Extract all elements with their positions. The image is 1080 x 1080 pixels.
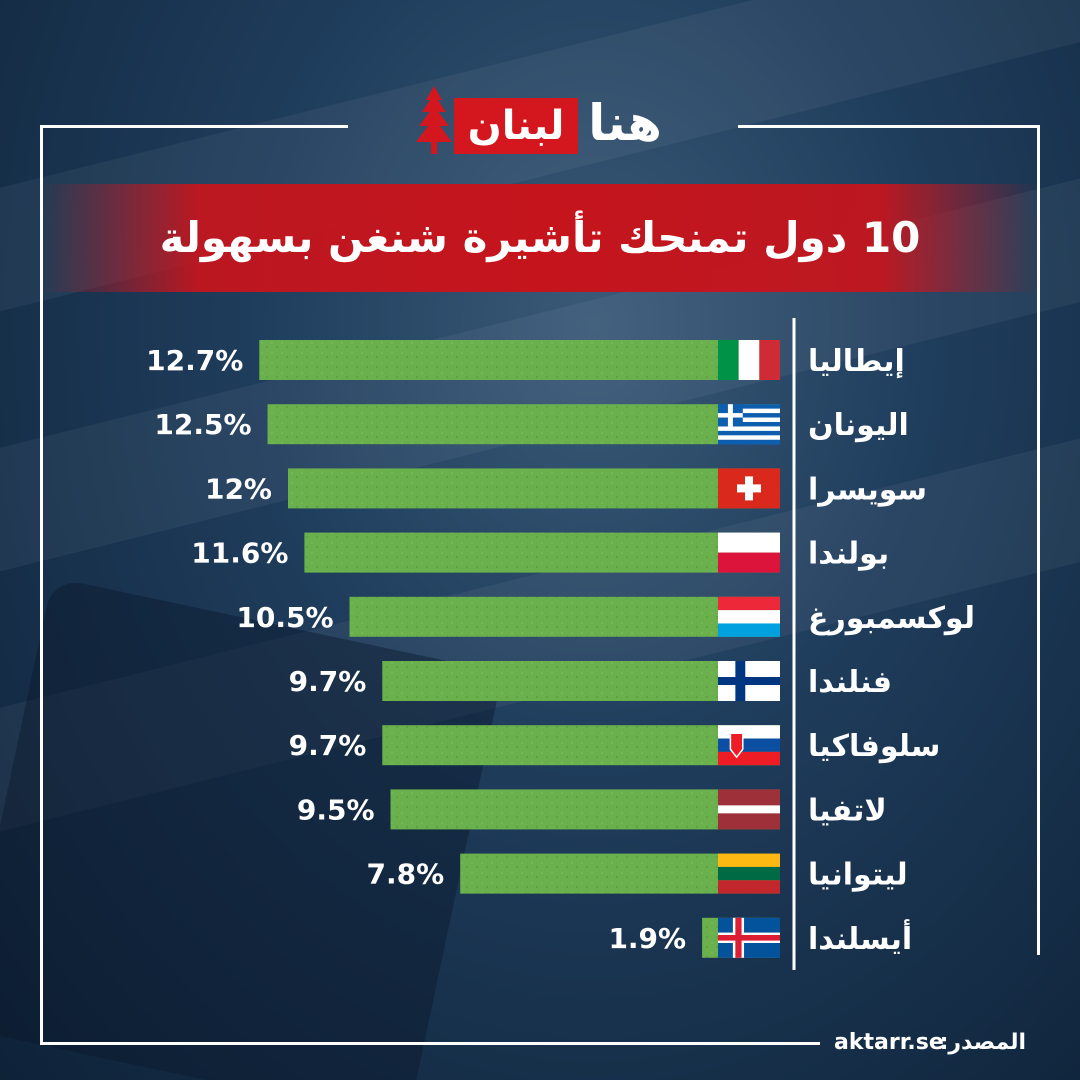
data-label: 9.7% <box>289 665 367 698</box>
bar <box>259 340 780 380</box>
bar-row: 9.7% فنلندا <box>289 661 892 701</box>
latvia-flag-icon <box>718 789 780 830</box>
data-label: 1.9% <box>608 922 686 955</box>
bar <box>349 596 780 637</box>
bar <box>267 404 780 445</box>
data-label: 12.5% <box>154 408 251 441</box>
logo-white-word: هنا <box>588 94 662 152</box>
category-label: بولندا <box>808 537 889 572</box>
bar <box>382 725 780 766</box>
frame-right <box>1037 125 1040 955</box>
category-label: ليتوانيا <box>808 858 908 893</box>
bar <box>390 789 780 830</box>
bar-row: 11.6% بولندا <box>191 532 889 573</box>
bar <box>304 532 780 573</box>
data-label: 9.5% <box>297 793 375 826</box>
category-label: لاتفيا <box>808 793 887 828</box>
bar-row: 7.8% ليتوانيا <box>367 853 908 894</box>
category-label: اليونان <box>808 408 909 443</box>
slovakia-flag-icon <box>718 725 780 766</box>
category-label: فنلندا <box>808 665 892 700</box>
italy-flag-icon <box>718 340 780 380</box>
finland-flag-icon <box>718 661 780 701</box>
source-label: المصدر: <box>939 1030 1026 1055</box>
category-label: سلوفاكيا <box>808 729 940 764</box>
data-label: 12% <box>205 472 272 505</box>
bar <box>382 661 780 701</box>
logo-red-word: لبنان <box>454 98 578 154</box>
poland-flag-icon <box>718 532 780 573</box>
frame-top-left <box>40 125 348 128</box>
lithuania-flag-icon <box>718 853 780 894</box>
category-label: سويسرا <box>808 472 927 507</box>
bar-row: 1.9% أيسلندا <box>608 917 912 958</box>
cedar-tree-icon <box>416 86 452 154</box>
bar-row: 12% سويسرا <box>205 468 927 509</box>
category-label: لوكسمبورغ <box>808 601 975 636</box>
greece-flag-icon <box>718 404 780 445</box>
bar-row: 9.5% لاتفيا <box>297 789 887 830</box>
iceland-flag-icon <box>718 917 780 958</box>
data-label: 12.7% <box>146 344 243 377</box>
bar <box>288 468 780 509</box>
chart-title: 10 دول تمنحك تأشيرة شنغن بسهولة <box>159 213 921 262</box>
bar-row: 10.5% لوكسمبورغ <box>236 596 975 637</box>
title-band <box>40 184 1040 292</box>
luxembourg-flag-icon <box>718 596 780 637</box>
switzerland-flag-icon <box>718 468 780 509</box>
brand-logo: لبنان هنا <box>410 84 672 158</box>
data-label: 7.8% <box>367 858 445 891</box>
category-label: إيطاليا <box>808 344 905 379</box>
frame-top-right <box>738 125 1040 128</box>
bar-row: 12.5% اليونان <box>154 404 909 445</box>
category-label: أيسلندا <box>808 919 912 957</box>
source-value: aktarr.se <box>834 1030 944 1055</box>
data-label: 9.7% <box>289 729 367 762</box>
frame-bottom <box>40 1042 820 1045</box>
data-label: 10.5% <box>236 601 333 634</box>
bar-row: 9.7% سلوفاكيا <box>289 725 940 766</box>
frame-left <box>40 125 43 1045</box>
data-label: 11.6% <box>191 537 288 570</box>
bar-row: 12.7% إيطاليا <box>146 340 905 380</box>
